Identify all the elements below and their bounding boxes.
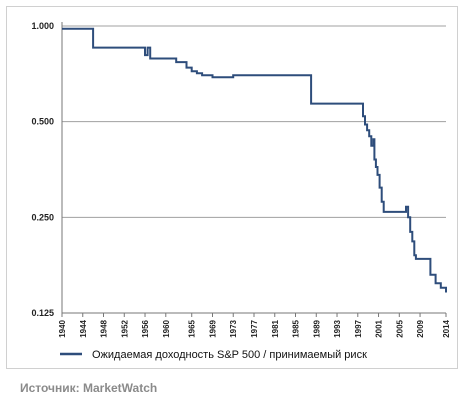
series-line: [62, 27, 447, 293]
y-tick-label: 0.125: [31, 308, 54, 318]
source-caption: Источник: MarketWatch: [20, 381, 158, 395]
x-tick-label: 1940: [58, 319, 67, 337]
x-tick-label: 2009: [416, 319, 425, 337]
x-tick-label: 1989: [312, 319, 321, 337]
x-tick-label: 1960: [162, 319, 171, 337]
x-tick-label: 2014: [442, 319, 451, 337]
y-tick-label: 0.250: [31, 212, 54, 222]
x-tick-label: 1956: [141, 319, 150, 337]
legend: Ожидаемая доходность S&P 500 / принимаем…: [60, 349, 367, 361]
y-tick-label: 0.500: [31, 117, 54, 127]
x-tick-label: 1952: [120, 319, 129, 337]
gridlines: [62, 25, 446, 314]
x-tick-label: 1948: [100, 319, 109, 337]
line-chart: 1.000 0.500 0.250 0.125 1940 1944 1948 1952 195…: [31, 21, 451, 361]
x-tick-label: 1977: [250, 319, 259, 337]
x-tick-label: 2005: [395, 319, 404, 337]
x-tick-label: 1965: [188, 319, 197, 337]
x-tick-label: 1981: [271, 319, 280, 337]
legend-label: Ожидаемая доходность S&P 500 / принимаем…: [92, 349, 367, 361]
y-axis-ticks: 1.000 0.500 0.250 0.125: [31, 21, 54, 318]
x-tick-label: 2001: [375, 319, 384, 337]
x-tick-label: 1993: [333, 319, 342, 337]
x-tick-label: 1973: [229, 319, 238, 337]
x-tick-label: 1969: [208, 319, 217, 337]
x-axis: 1940 1944 1948 1952 1956 1960 1965 1969 1973 1977…: [58, 22, 451, 338]
y-tick-label: 1.000: [31, 21, 54, 31]
x-tick-label: 1944: [79, 319, 88, 337]
x-tick-label: 1985: [292, 319, 301, 337]
x-tick-label: 1997: [354, 319, 363, 337]
series-layer: [62, 27, 447, 293]
